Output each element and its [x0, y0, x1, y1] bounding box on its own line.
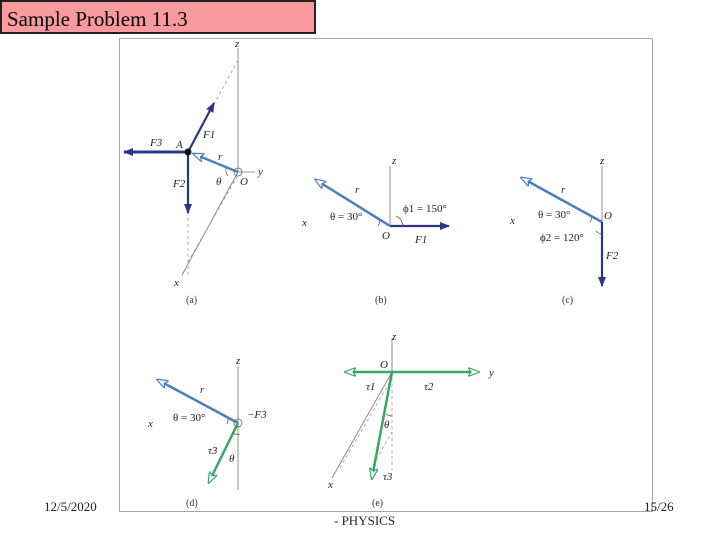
theta-label: θ — [384, 419, 390, 431]
tau3-vector — [209, 422, 240, 482]
r-label: r — [218, 151, 223, 163]
origin-label: O — [382, 230, 390, 242]
panel-a-construction-line — [187, 174, 239, 263]
panel-e-x-axis — [331, 371, 393, 479]
theta-arc — [589, 215, 593, 223]
tau3-label: τ3 — [383, 471, 393, 483]
panel-a-x-label: x — [173, 277, 179, 289]
theta-arc-2 — [231, 432, 241, 435]
tau2-label: τ2 — [424, 381, 434, 393]
phi2-arc — [595, 230, 603, 235]
footer-date: 12/5/2020 — [44, 499, 97, 514]
panel-d-z-label: z — [235, 355, 241, 367]
r-label: r — [561, 184, 566, 196]
theta-value: θ = 30° — [173, 412, 205, 424]
panel-c-z-label: z — [599, 155, 605, 167]
slide-title: Sample Problem 11.3 — [7, 7, 188, 31]
figure-frame — [119, 38, 653, 512]
theta-arc — [377, 219, 381, 227]
phi2-value: ϕ2 = 120° — [540, 232, 584, 244]
r-vector — [158, 380, 239, 425]
panel-b-z-label: z — [391, 155, 397, 167]
panel-b-x-label: x — [301, 217, 307, 229]
neg-f3-label: −F3 — [247, 409, 267, 421]
tau1-label: τ1 — [366, 381, 375, 393]
tau3-label: τ3 — [208, 445, 218, 457]
point-a-label: A — [175, 139, 183, 151]
f1-label: F1 — [414, 234, 427, 246]
phi1-value: ϕ1 = 150° — [403, 203, 447, 215]
f1-label: F1 — [202, 129, 215, 141]
panel-e-construction-line — [369, 431, 393, 471]
panel-c-x-label: x — [509, 215, 515, 227]
tau3-vector — [372, 371, 394, 478]
theta-arc — [225, 167, 229, 177]
panel-c-caption: (c) — [562, 295, 573, 306]
footer-page-number: 15/26 — [644, 499, 674, 514]
point-a — [184, 148, 192, 156]
theta-value: θ = 30° — [330, 211, 362, 223]
theta-arc — [385, 413, 393, 417]
f3-label: F3 — [149, 137, 163, 149]
r-vector — [316, 180, 391, 228]
panel-a-y-label: y — [257, 166, 263, 178]
r-label: r — [200, 384, 205, 396]
panel-a-z-label: z — [234, 38, 240, 50]
origin-o — [233, 418, 243, 428]
panel-e-caption: (e) — [372, 498, 383, 509]
r-vector — [522, 178, 603, 224]
panel-a: z y x A O F1 F2 F3 r θ (a) — [123, 38, 263, 306]
phi1-arc — [395, 215, 404, 227]
panel-a-caption: (a) — [186, 295, 197, 306]
panel-e-y-label: y — [488, 367, 494, 379]
origin-label: O — [240, 176, 248, 188]
origin-label: O — [380, 359, 388, 371]
panel-b-caption: (b) — [375, 295, 387, 306]
f2-label: F2 — [172, 178, 186, 190]
r-vector — [194, 154, 239, 174]
panel-d-x-label: x — [147, 418, 153, 430]
theta-value: θ = 30° — [538, 209, 570, 221]
panel-b: z x O r θ = 30° ϕ1 = 150° F1 (b) — [301, 155, 450, 306]
panel-c: z x O r θ = 30° ϕ2 = 120° F2 (c) — [509, 155, 619, 306]
panel-d-caption: (d) — [186, 498, 198, 509]
origin-label: O — [604, 210, 612, 222]
theta-label: θ — [229, 453, 235, 465]
theta-arc — [226, 417, 229, 425]
origin-o — [233, 167, 243, 177]
r-label: r — [355, 184, 360, 196]
panel-e: z y x O τ1 τ2 τ3 θ (e) — [327, 331, 494, 509]
panel-e-x-label: x — [327, 479, 333, 491]
f2-label: F2 — [605, 250, 619, 262]
theta-label: θ — [216, 176, 222, 188]
slide-title-box: Sample Problem 11.3 — [0, 0, 316, 34]
footer-subject: - PHYSICS — [334, 513, 396, 528]
panel-d: z x r θ = 30° −F3 τ3 θ (d) — [147, 355, 267, 509]
panel-e-construction-line — [339, 377, 393, 469]
f1-vector — [187, 102, 215, 153]
panel-e-z-label: z — [391, 331, 397, 343]
